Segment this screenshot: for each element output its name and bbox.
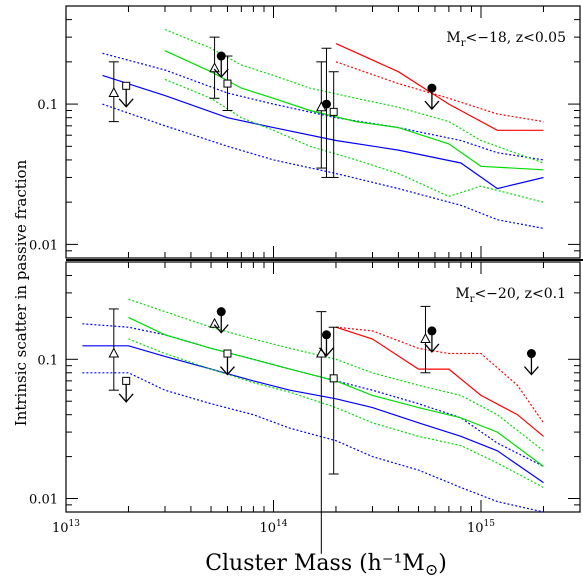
data-point-square	[122, 81, 131, 90]
panel-bottom: 0.1 0.01 Mr<−20, z<0.1	[29, 261, 581, 554]
upper-limit-arrowhead	[118, 393, 134, 403]
x-tick-label: 1014	[259, 519, 287, 536]
panel-top: 0.1 0.01 Mr<−18, z<0.05	[29, 5, 581, 259]
data-point-circle	[216, 51, 226, 61]
data-point-circle	[427, 326, 437, 336]
x-axis-label-symbol: ⊙	[425, 560, 438, 579]
data-point-square	[329, 374, 338, 383]
upper-limit-arrowhead	[318, 347, 334, 357]
panel-annotation: Mr<−20, z<0.1	[455, 286, 566, 305]
data-point-triangle	[420, 332, 431, 343]
data-point-triangle	[209, 62, 220, 73]
series-line	[82, 345, 544, 484]
y-tick-label: 0.1	[37, 98, 58, 113]
series-line	[102, 74, 544, 190]
x-tick-label: 1015	[467, 519, 495, 536]
upper-limit-arrowhead	[213, 68, 229, 79]
data-point-square	[122, 376, 131, 385]
series-line	[335, 61, 544, 123]
x-axis-label-close: )	[438, 551, 447, 576]
panel-annotation: Mr<−18, z<0.05	[446, 30, 566, 49]
x-tick-label: 1013	[52, 519, 80, 536]
y-axis-label: Intrinsic scatter in passive fraction	[12, 159, 30, 426]
y-tick-label: 0.01	[29, 238, 58, 253]
plot-frame	[65, 5, 581, 259]
data-point-circle	[526, 349, 536, 359]
upper-limit-arrowhead	[424, 343, 440, 353]
series-line	[128, 298, 544, 452]
data-point-square	[223, 349, 232, 358]
series-line	[335, 326, 544, 424]
series-line	[335, 326, 544, 437]
upper-limit-arrowhead	[424, 100, 440, 111]
data-point-square	[223, 79, 232, 88]
data-point-square	[329, 107, 338, 116]
series-line	[164, 78, 544, 203]
data-point-circle	[216, 307, 226, 317]
y-tick-label: 0.01	[29, 493, 58, 508]
upper-limit-arrowhead	[118, 98, 134, 108]
series-line	[128, 338, 544, 489]
data-point-circle	[321, 99, 331, 109]
data-point-triangle	[209, 317, 220, 328]
series-line	[102, 103, 544, 229]
y-tick-label: 0.1	[37, 353, 58, 368]
upper-limit-arrowhead	[523, 366, 539, 376]
data-point-triangle	[108, 347, 120, 358]
x-axis-tick-labels: 1013 1014 1015	[52, 519, 495, 536]
data-point-triangle	[108, 86, 120, 97]
x-axis-label: Cluster Mass (h⁻¹M⊙)	[205, 551, 447, 579]
upper-limit-arrowhead	[219, 366, 235, 376]
data-point-circle	[321, 330, 331, 340]
plot-frame	[65, 261, 581, 513]
upper-limit-arrowhead	[213, 324, 229, 334]
x-axis-label-text: Cluster Mass (h⁻¹M	[205, 551, 425, 576]
series-line	[82, 372, 544, 513]
data-point-circle	[427, 83, 437, 93]
series-line	[335, 43, 544, 131]
series-line	[164, 28, 544, 164]
